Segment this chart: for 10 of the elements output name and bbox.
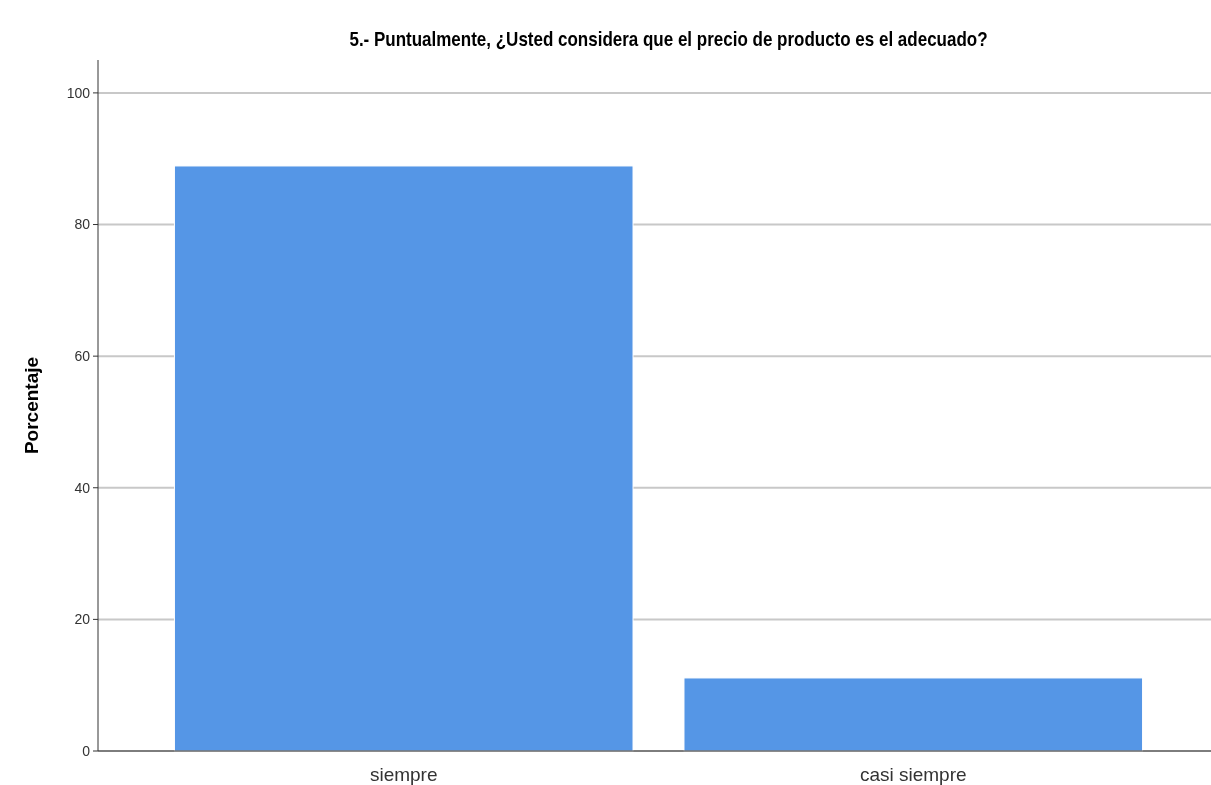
- y-tick-label: 80: [74, 216, 91, 233]
- y-tick-label: 40: [74, 479, 91, 496]
- y-tick-label: 100: [66, 84, 91, 101]
- x-tick-label: casi siempre: [859, 764, 967, 785]
- y-tick-label: 60: [74, 348, 91, 365]
- y-tick-label: 0: [82, 742, 91, 759]
- y-axis-title: Porcentaje: [21, 356, 42, 455]
- chart-title: 5.- Puntualmente, ¿Usted considera que el precio de producto es el adecuado?: [349, 27, 988, 51]
- x-tick-label: siempre: [369, 764, 438, 785]
- y-tick-label: 20: [74, 611, 91, 628]
